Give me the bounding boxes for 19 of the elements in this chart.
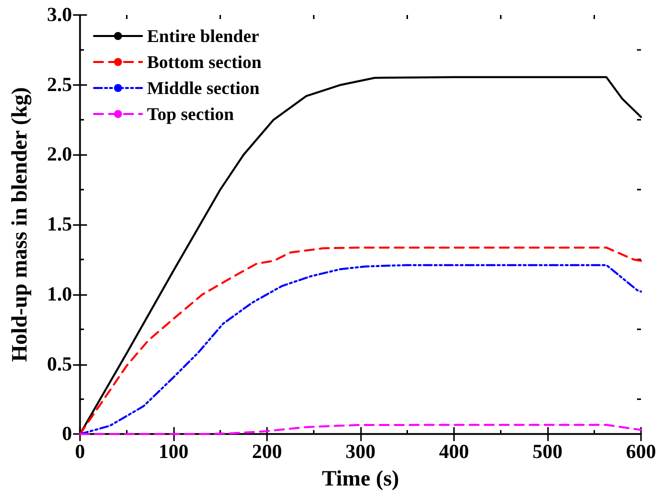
- x-tick-label: 100: [158, 441, 188, 464]
- y-tick-label: 1.5: [47, 214, 72, 236]
- y-tick-label: 1.0: [47, 283, 72, 306]
- x-tick-label: 200: [252, 441, 282, 464]
- x-tick-label: 600: [626, 441, 656, 464]
- y-tick-label: 0: [62, 423, 72, 446]
- y-tick-label: 2.0: [47, 144, 72, 166]
- x-tick-label: 300: [346, 441, 376, 464]
- legend-label: Entire blender: [147, 26, 260, 46]
- legend-label: Bottom section: [147, 52, 262, 72]
- y-tick-label: 3.0: [47, 4, 72, 26]
- y-tick-label: 2.5: [47, 74, 72, 96]
- x-axis-title: Time (s): [322, 466, 400, 490]
- legend-label: Middle section: [147, 78, 260, 98]
- y-tick-label: 0.5: [47, 353, 72, 376]
- y-axis-title: Hold-up mass in blender (kg): [6, 87, 32, 362]
- x-tick-label: 400: [439, 441, 469, 464]
- legend-label: Top section: [147, 104, 234, 124]
- x-tick-label: 500: [532, 441, 562, 464]
